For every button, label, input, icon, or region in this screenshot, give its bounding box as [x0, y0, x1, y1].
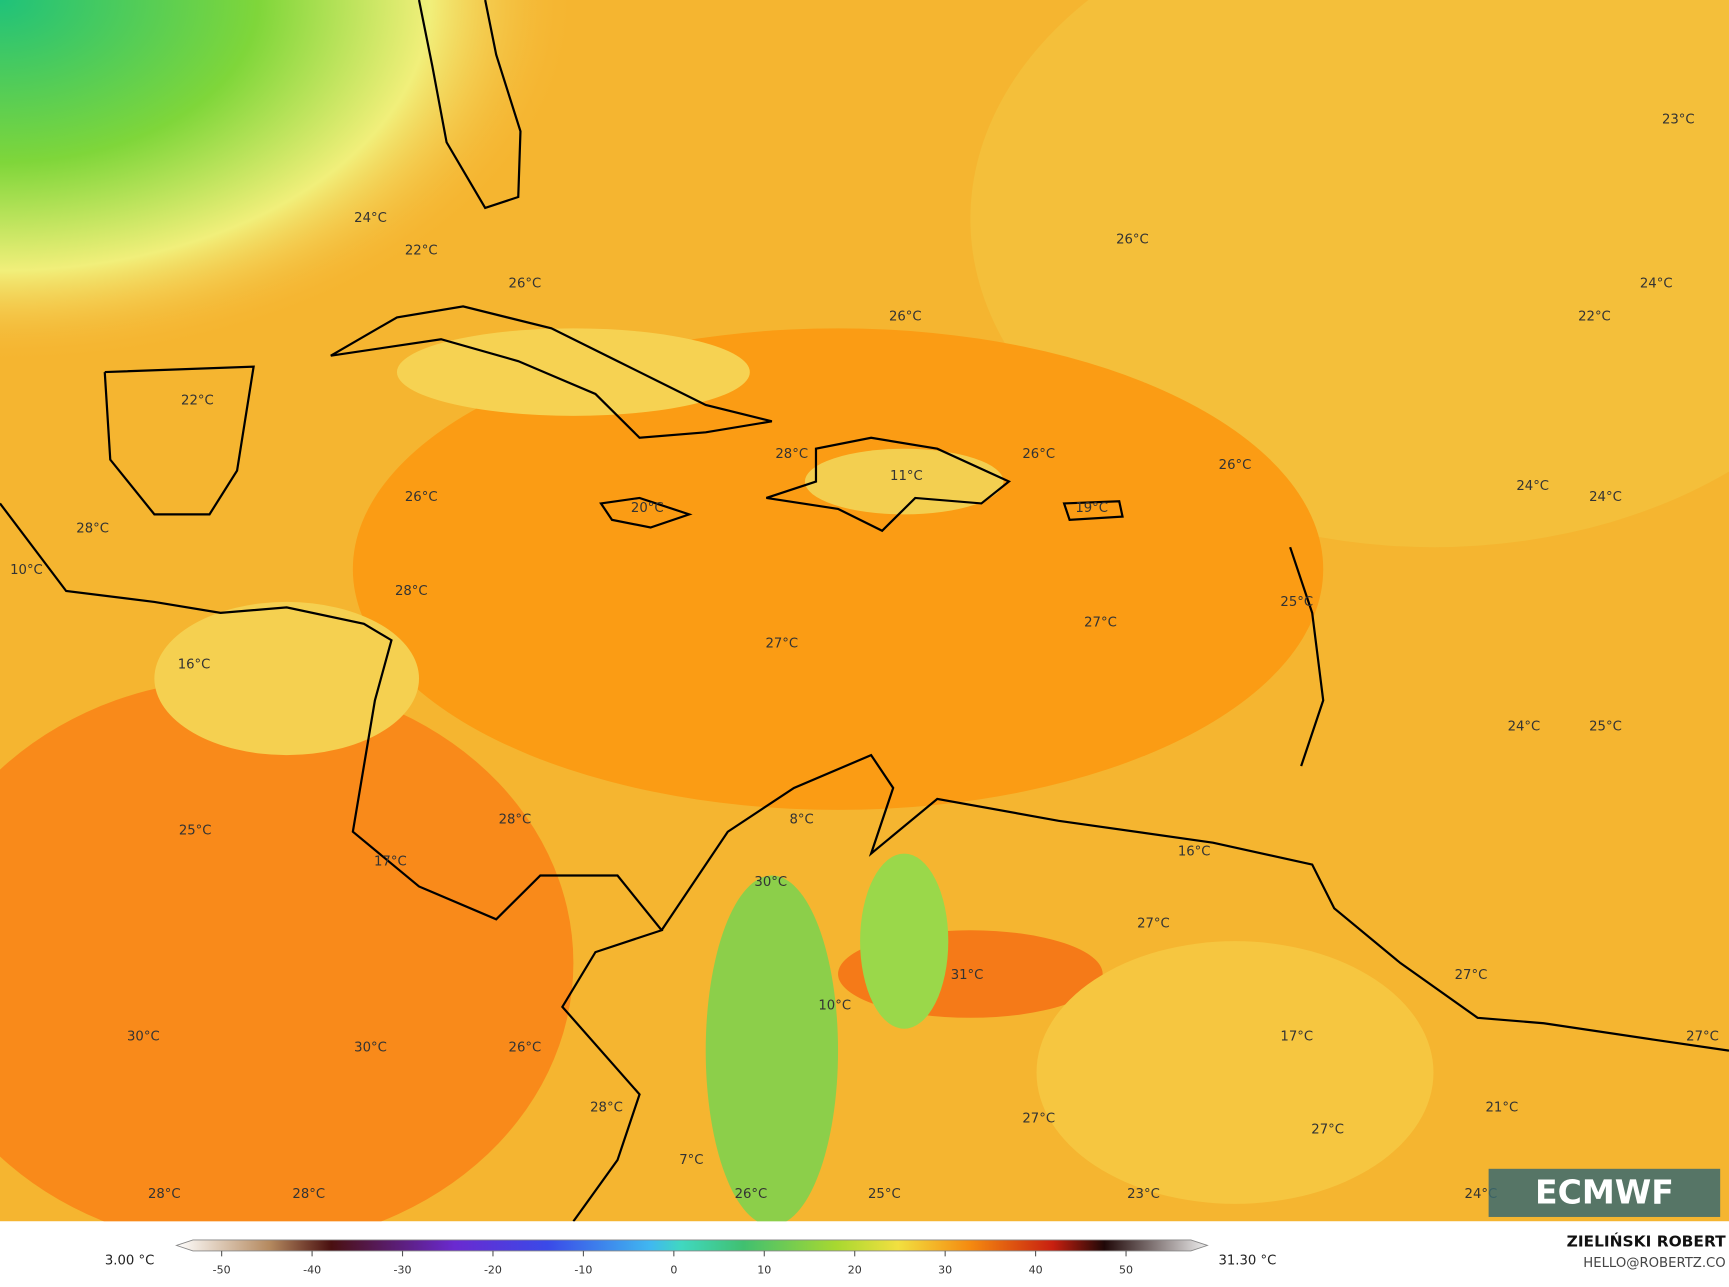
temperature-label: 26°C: [1219, 458, 1252, 473]
coastlines: [0, 0, 1729, 1222]
temperature-label: 17°C: [1280, 1029, 1313, 1044]
temperature-label: 25°C: [179, 824, 212, 839]
colorbar: [175, 1239, 1209, 1252]
temperature-label: 19°C: [1075, 501, 1108, 516]
temperature-label: 27°C: [1455, 968, 1488, 983]
temperature-label: 30°C: [127, 1029, 160, 1044]
temperature-label: 28°C: [148, 1187, 181, 1202]
temperature-label: 28°C: [76, 522, 109, 537]
temperature-label: 31°C: [951, 968, 984, 983]
colorbar-tick-label: 20: [848, 1264, 862, 1277]
colorbar-tick-label: -20: [484, 1264, 502, 1277]
colorbar-tick-label: 30: [938, 1264, 952, 1277]
temperature-label: 24°C: [354, 211, 387, 226]
temperature-label: 26°C: [405, 490, 438, 505]
temperature-label: 28°C: [590, 1101, 623, 1116]
temperature-label: 24°C: [1640, 276, 1673, 291]
temperature-label: 24°C: [1508, 720, 1541, 735]
logo-box: ECMWF: [1488, 1168, 1721, 1217]
logo: ECMWF: [1535, 1173, 1674, 1212]
colorbar-tick-label: 50: [1119, 1264, 1133, 1277]
temperature-label: 26°C: [509, 276, 542, 291]
temperature-label: 23°C: [1662, 112, 1695, 127]
temperature-label: 28°C: [395, 584, 428, 599]
temperature-label: 26°C: [889, 309, 922, 324]
temperature-label: 28°C: [292, 1187, 325, 1202]
temperature-label: 26°C: [1116, 233, 1149, 248]
temperature-label: 27°C: [765, 637, 798, 652]
temperature-label: 25°C: [1589, 720, 1622, 735]
temperature-label: 10°C: [818, 999, 851, 1014]
temperature-label: 26°C: [735, 1187, 768, 1202]
colorbar-max: 31.30 °C: [1218, 1254, 1276, 1269]
temperature-label: 11°C: [890, 469, 923, 484]
temperature-label: 27°C: [1686, 1029, 1719, 1044]
temperature-label: 28°C: [499, 813, 532, 828]
temperature-label: 21°C: [1486, 1101, 1519, 1116]
temperature-label: 26°C: [509, 1040, 542, 1055]
colorbar-tick-label: 0: [670, 1264, 677, 1277]
temperature-label: 16°C: [1178, 844, 1211, 859]
temperature-label: 26°C: [1022, 447, 1055, 462]
temperature-label: 8°C: [790, 813, 814, 828]
temperature-label: 24°C: [1516, 479, 1549, 494]
temperature-label: 30°C: [754, 875, 787, 890]
temperature-label: 23°C: [1127, 1187, 1160, 1202]
colorbar-tick-label: -10: [574, 1264, 592, 1277]
temperature-label: 7°C: [679, 1153, 703, 1168]
temperature-label: 24°C: [1589, 490, 1622, 505]
temperature-label: 27°C: [1137, 917, 1170, 932]
colorbar-tick-label: -50: [213, 1264, 231, 1277]
temperature-label: 30°C: [354, 1040, 387, 1055]
temperature-label: 22°C: [405, 244, 438, 259]
colorbar-tick-label: -30: [394, 1264, 412, 1277]
temperature-label: 17°C: [374, 854, 407, 869]
colorbar-tick-label: 40: [1029, 1264, 1043, 1277]
map-background: [0, 0, 1729, 1248]
footer: [0, 1221, 1729, 1287]
colorbar-tick-label: -40: [303, 1264, 321, 1277]
temperature-label: 25°C: [868, 1187, 901, 1202]
temperature-label: 16°C: [178, 657, 211, 672]
temperature-label: 22°C: [1578, 309, 1611, 324]
temperature-label: 27°C: [1022, 1111, 1055, 1126]
temperature-label: 27°C: [1311, 1122, 1344, 1137]
temperature-label: 25°C: [1280, 595, 1313, 610]
temperature-label: 28°C: [775, 447, 808, 462]
temperature-label: 10°C: [10, 563, 43, 578]
temperature-label: 20°C: [631, 501, 664, 516]
contact: HELLO@ROBERTZ.CO: [1583, 1256, 1725, 1271]
temperature-label: 27°C: [1084, 616, 1117, 631]
colorbar-min: 3.00 °C: [105, 1254, 154, 1269]
author: ZIELIŃSKI ROBERT: [1567, 1232, 1727, 1251]
colorbar-tick-label: 10: [757, 1264, 771, 1277]
temperature-label: 22°C: [181, 394, 214, 409]
